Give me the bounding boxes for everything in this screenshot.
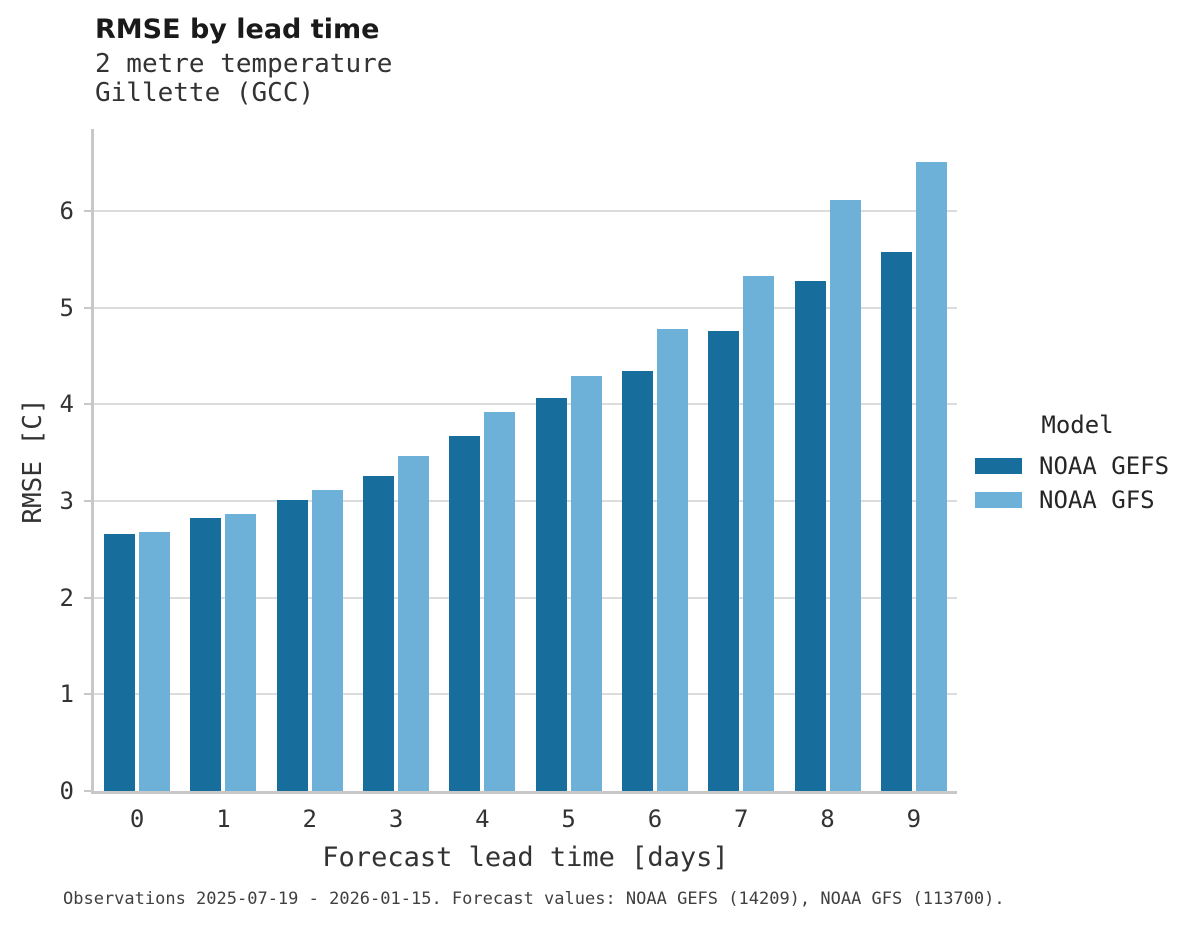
x-axis-title: Forecast lead time [days]: [322, 842, 729, 873]
bar-group-lead-4: [439, 129, 525, 791]
bar-group-lead-2: [267, 129, 353, 791]
legend-label-noaa-gfs: NOAA GFS: [1039, 486, 1155, 514]
bar-noaa-gfs-lead-3: [398, 455, 430, 791]
legend-swatch-noaa-gfs: [975, 492, 1022, 508]
bar-noaa-gefs-lead-2: [276, 500, 308, 791]
y-tick-label-6: 6: [59, 197, 74, 226]
bar-group-lead-5: [525, 129, 611, 791]
gridline-y-4: [94, 403, 957, 406]
gridline-y-1: [94, 693, 957, 696]
x-tick-label-1: 1: [216, 805, 231, 833]
bar-noaa-gfs-lead-6: [656, 329, 688, 791]
bar-group-lead-9: [871, 129, 957, 791]
x-tick-labels: 0 1 2 3 4 5 6 7 8 9: [94, 805, 957, 833]
bar-noaa-gfs-lead-8: [829, 199, 861, 791]
x-tick-label-6: 6: [647, 805, 663, 833]
bar-noaa-gefs-lead-4: [449, 436, 481, 791]
chart-subtitle-line2: Gillette (GCC): [95, 78, 315, 108]
y-tick-labels: 0 1 2 3 4 5 6: [0, 129, 74, 803]
bar-noaa-gfs-lead-5: [570, 376, 602, 791]
legend-swatch-noaa-gefs: [975, 458, 1022, 474]
legend-label-noaa-gefs: NOAA GEFS: [1039, 452, 1170, 480]
x-tick-label-5: 5: [561, 805, 576, 833]
gridline-y-6: [94, 210, 957, 213]
x-tick-label-8: 8: [820, 805, 835, 833]
y-tick-label-4: 4: [59, 390, 74, 419]
y-tick-label-2: 2: [59, 583, 74, 612]
bar-noaa-gfs-lead-7: [743, 275, 775, 791]
legend: Model NOAA GEFS NOAA GFS: [975, 411, 1180, 522]
bar-noaa-gefs-lead-9: [880, 251, 912, 791]
y-tick-mark-4: [84, 403, 91, 406]
legend-row-noaa-gefs: NOAA GEFS: [975, 452, 1180, 480]
x-tick-label-7: 7: [734, 805, 749, 833]
y-tick-label-1: 1: [59, 680, 74, 709]
y-tick-label-5: 5: [59, 293, 74, 322]
y-tick-mark-1: [84, 693, 91, 696]
bar-group-lead-8: [784, 129, 870, 791]
bar-series: [94, 129, 957, 791]
x-tick-label-9: 9: [906, 805, 922, 833]
chart-subtitle-line1: 2 metre temperature: [95, 49, 393, 79]
legend-title: Model: [1041, 411, 1114, 439]
bar-group-lead-6: [612, 129, 698, 791]
bar-noaa-gfs-lead-0: [139, 532, 171, 791]
bar-noaa-gefs-lead-8: [794, 280, 826, 791]
bar-noaa-gfs-lead-2: [311, 490, 343, 791]
x-tick-label-0: 0: [129, 805, 145, 833]
y-tick-mark-5: [84, 306, 91, 309]
gridline-y-2: [94, 596, 957, 599]
bar-group-lead-1: [180, 129, 266, 791]
y-tick-mark-2: [84, 596, 91, 599]
bar-noaa-gfs-lead-4: [484, 412, 516, 791]
gridline-y-5: [94, 306, 957, 309]
bar-noaa-gefs-lead-3: [363, 475, 395, 791]
legend-row-noaa-gfs: NOAA GFS: [975, 486, 1180, 514]
y-tick-mark-6: [84, 210, 91, 213]
bar-noaa-gfs-lead-1: [225, 513, 257, 791]
bar-noaa-gefs-lead-6: [621, 370, 653, 791]
y-tick-label-0: 0: [59, 777, 74, 805]
x-tick-label-3: 3: [388, 805, 404, 833]
bar-noaa-gefs-lead-0: [104, 533, 136, 791]
bar-noaa-gefs-lead-5: [535, 397, 567, 791]
bar-noaa-gfs-lead-9: [915, 161, 947, 791]
bar-group-lead-0: [94, 129, 180, 791]
bar-group-lead-3: [353, 129, 439, 791]
chart-title: RMSE by lead time: [95, 14, 380, 45]
x-tick-label-4: 4: [475, 805, 490, 833]
plot-area: [94, 129, 957, 791]
chart-subtitle: 2 metre temperature Gillette (GCC): [95, 50, 392, 108]
gridline-y-3: [94, 500, 957, 503]
x-axis-line: [91, 791, 957, 794]
footer-caption: Observations 2025-07-19 - 2026-01-15. Fo…: [63, 889, 1005, 909]
y-axis-line: [91, 129, 94, 794]
y-tick-mark-3: [84, 500, 91, 503]
bar-noaa-gefs-lead-1: [190, 517, 222, 791]
x-tick-label-2: 2: [302, 805, 317, 833]
y-tick-label-3: 3: [59, 487, 74, 516]
bar-noaa-gefs-lead-7: [708, 330, 740, 791]
bar-group-lead-7: [698, 129, 784, 791]
y-tick-mark-0: [84, 790, 91, 792]
